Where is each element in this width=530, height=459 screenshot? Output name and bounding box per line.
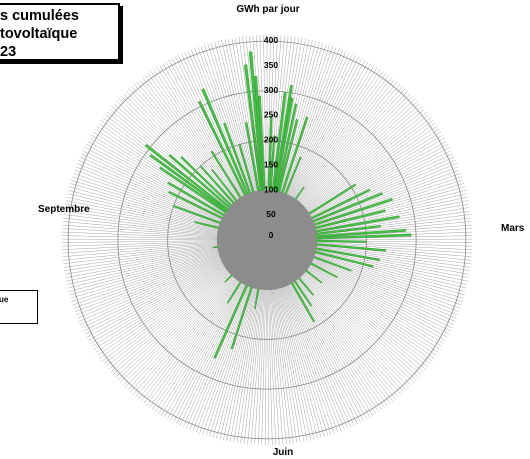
grid-ring: [167, 140, 367, 340]
tick-label: 400: [264, 35, 278, 45]
tick-label: 350: [264, 60, 278, 70]
tick-label: 50: [266, 209, 276, 219]
tick-label: 100: [264, 184, 278, 194]
grid-ring: [67, 40, 467, 440]
direction-label-right: Mars: [501, 223, 525, 234]
tick-label: 300: [264, 85, 278, 95]
title-line-1: s cumulées: [0, 8, 79, 24]
legend-box: ue: [0, 290, 38, 324]
grid-ring: [117, 90, 417, 390]
tick-label: 0: [269, 230, 274, 240]
legend-text: ue: [0, 295, 9, 304]
center-disc: [217, 190, 317, 290]
chart-title-box: s cumulées tovoltaïque 23: [0, 3, 120, 61]
direction-label-left: Septembre: [38, 204, 90, 215]
data-bars: [144, 51, 412, 359]
tick-label: 200: [264, 135, 278, 145]
center-fill: [217, 190, 317, 290]
tick-label: 150: [264, 159, 278, 169]
radial-tick-labels: 0 50 100 150 200 250 300 350 400: [264, 35, 278, 240]
y-axis-label: GWh par jour: [236, 4, 299, 15]
tick-label: 250: [264, 110, 278, 120]
title-line-2: tovoltaïque: [0, 26, 78, 42]
title-line-3: 23: [0, 44, 17, 60]
direction-label-bottom: Juin: [273, 447, 294, 458]
